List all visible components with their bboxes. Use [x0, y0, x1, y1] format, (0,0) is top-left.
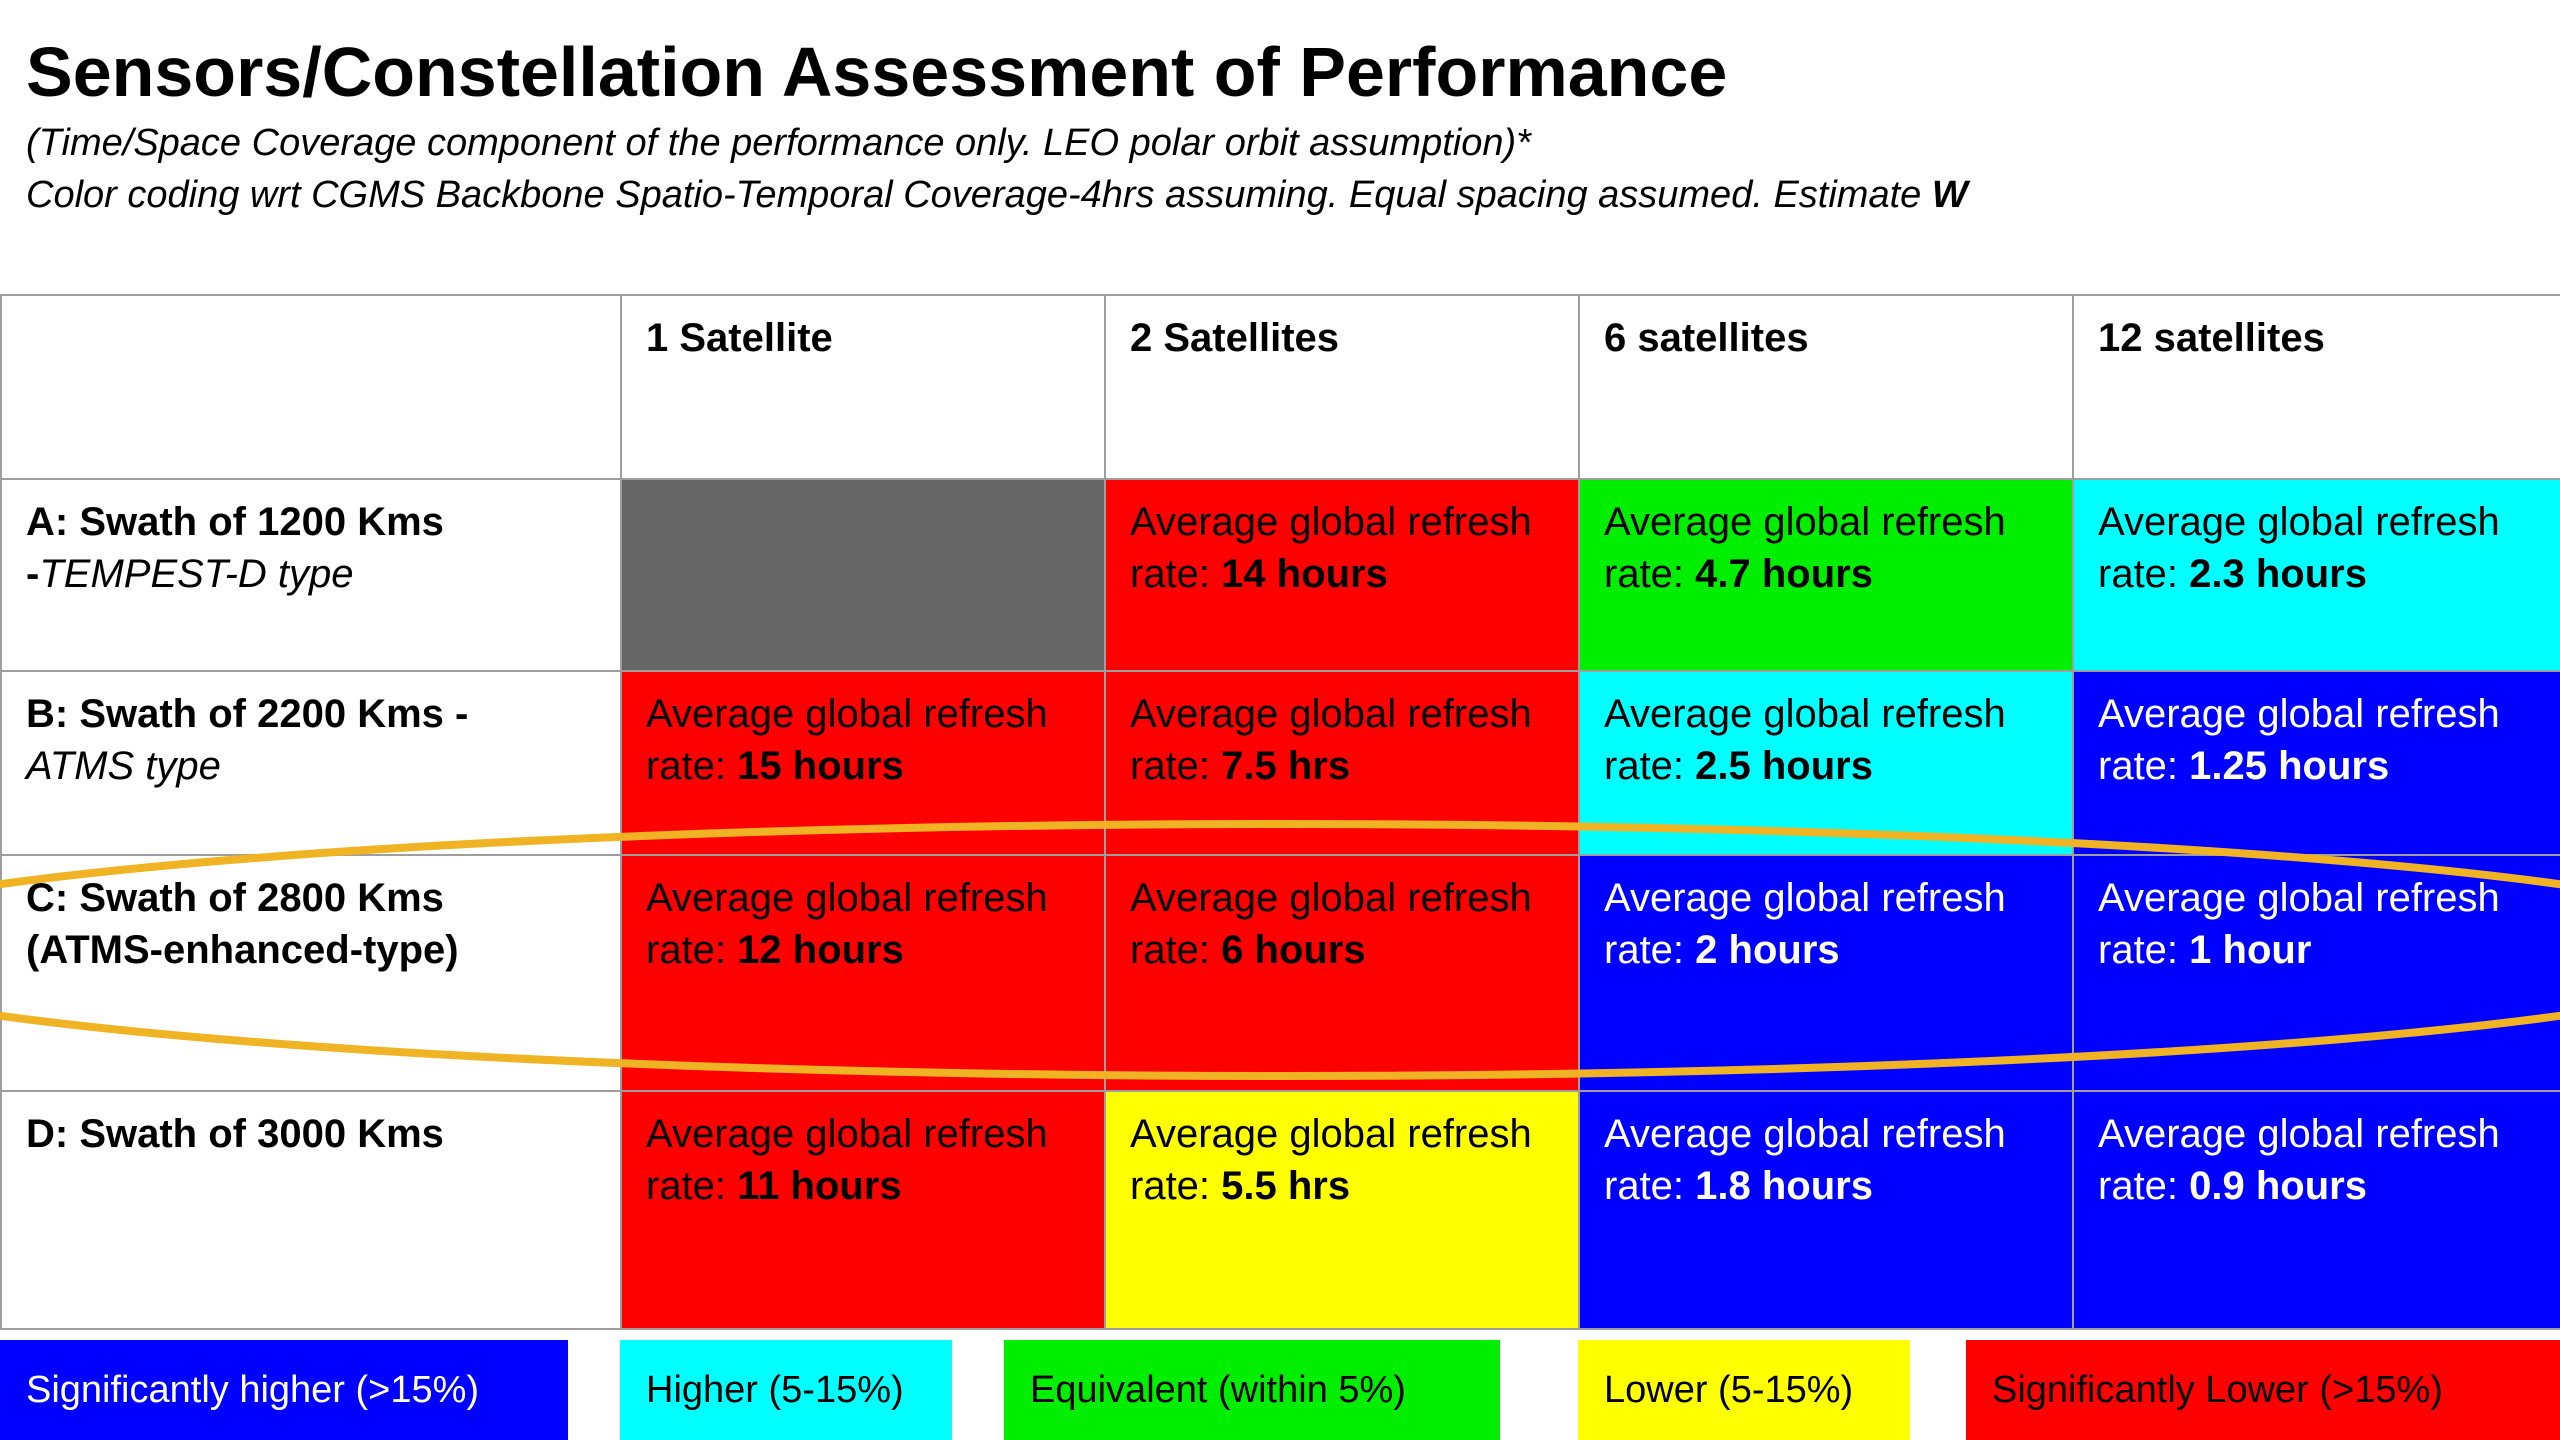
row-label-line2-bold: (ATMS-enhanced-type): [26, 928, 459, 972]
cell-value: 11 hours: [737, 1164, 902, 1208]
performance-table: 1 Satellite 2 Satellites 6 satellites 12…: [0, 294, 2560, 1330]
row-label: B: Swath of 2200 Kms -: [26, 692, 469, 736]
cell-prefix: Average global refresh rate:: [1604, 500, 2006, 596]
data-cell: Average global refresh rate: 15 hours: [620, 670, 1106, 856]
row-label-line2-italic: ATMS type: [26, 744, 221, 788]
cell-value: 2.5 hours: [1695, 744, 1873, 788]
subtitle-line-2: Color coding wrt CGMS Backbone Spatio-Te…: [26, 170, 1968, 220]
data-cell: Average global refresh rate: 1 hour: [2072, 854, 2560, 1092]
cell-prefix: Average global refresh rate:: [646, 1112, 1048, 1208]
data-cell: Average global refresh rate: 1.25 hours: [2072, 670, 2560, 856]
cell-value: 2.3 hours: [2189, 552, 2367, 596]
cell-prefix: Average global refresh rate:: [1604, 692, 2006, 788]
subtitle-line-2-bold: W: [1931, 174, 1968, 216]
legend-lower: Lower (5-15%): [1578, 1340, 1910, 1440]
row-label-line2-italic: TEMPEST-D type: [39, 552, 354, 596]
table-row: D: Swath of 3000 Kms Average global refr…: [0, 1090, 2560, 1330]
cell-value: 1 hour: [2189, 928, 2312, 972]
column-header-label: 2 Satellites: [1130, 316, 1340, 360]
subtitle-line-1: (Time/Space Coverage component of the pe…: [26, 122, 1531, 164]
data-cell: Average global refresh rate: 7.5 hrs: [1104, 670, 1580, 856]
data-cell: Average global refresh rate: 2.3 hours: [2072, 478, 2560, 672]
data-cell: Average global refresh rate: 1.8 hours: [1578, 1090, 2074, 1330]
page-title: Sensors/Constellation Assessment of Perf…: [26, 33, 1728, 111]
data-cell: Average global refresh rate: 2.5 hours: [1578, 670, 2074, 856]
header-corner-cell: [0, 294, 622, 480]
cell-value: 4.7 hours: [1695, 552, 1873, 596]
table-row: B: Swath of 2200 Kms - ATMS type Average …: [0, 670, 2560, 856]
column-header-label: 1 Satellite: [646, 316, 833, 360]
data-cell: Average global refresh rate: 14 hours: [1104, 478, 1580, 672]
cell-prefix: Average global refresh rate:: [1604, 1112, 2006, 1208]
cell-prefix: Average global refresh rate:: [2098, 1112, 2500, 1208]
row-label-cell: C: Swath of 2800 Kms (ATMS-enhanced-type): [0, 854, 622, 1092]
data-cell: Average global refresh rate: 6 hours: [1104, 854, 1580, 1092]
legend-equivalent: Equivalent (within 5%): [1004, 1340, 1500, 1440]
row-label-line2-bold: -: [26, 552, 40, 596]
legend-higher: Higher (5-15%): [620, 1340, 952, 1440]
data-cell: Average global refresh rate: 0.9 hours: [2072, 1090, 2560, 1330]
cell-value: 7.5 hrs: [1221, 744, 1351, 788]
subtitle-line-2-text: Color coding wrt CGMS Backbone Spatio-Te…: [26, 174, 1932, 216]
cell-prefix: Average global refresh rate:: [1130, 500, 1532, 596]
cell-value: 0.9 hours: [2189, 1164, 2367, 1208]
data-cell: Average global refresh rate: 5.5 hrs: [1104, 1090, 1580, 1330]
cell-prefix: Average global refresh rate:: [1130, 692, 1532, 788]
column-header: 2 Satellites: [1104, 294, 1580, 480]
cell-prefix: Average global refresh rate:: [2098, 692, 2500, 788]
cell-value: 2 hours: [1695, 928, 1840, 972]
cell-value: 1.8 hours: [1695, 1164, 1873, 1208]
data-cell: Average global refresh rate: 12 hours: [620, 854, 1106, 1092]
cell-prefix: Average global refresh rate:: [1130, 1112, 1532, 1208]
data-cell: [620, 478, 1106, 672]
row-label: C: Swath of 2800 Kms: [26, 876, 444, 920]
table-row: A: Swath of 1200 Kms -TEMPEST-D type Aver…: [0, 478, 2560, 672]
row-label: D: Swath of 3000 Kms: [26, 1112, 444, 1156]
cell-value: 5.5 hrs: [1221, 1164, 1351, 1208]
legend-significantly-lower: Significantly Lower (>15%): [1966, 1340, 2560, 1440]
cell-value: 15 hours: [737, 744, 904, 788]
cell-value: [622, 480, 1104, 506]
cell-value: 12 hours: [737, 928, 904, 972]
cell-prefix: Average global refresh rate:: [646, 692, 1048, 788]
column-header: 12 satellites: [2072, 294, 2560, 480]
cell-prefix: Average global refresh rate:: [2098, 500, 2500, 596]
cell-value: 14 hours: [1221, 552, 1388, 596]
data-cell: Average global refresh rate: 11 hours: [620, 1090, 1106, 1330]
column-header: 1 Satellite: [620, 294, 1106, 480]
column-header: 6 satellites: [1578, 294, 2074, 480]
row-label: A: Swath of 1200 Kms: [26, 500, 444, 544]
column-header-label: 6 satellites: [1604, 316, 1809, 360]
column-header-label: 12 satellites: [2098, 316, 2325, 360]
table-row: C: Swath of 2800 Kms (ATMS-enhanced-type)…: [0, 854, 2560, 1092]
data-cell: Average global refresh rate: 2 hours: [1578, 854, 2074, 1092]
cell-value: 1.25 hours: [2189, 744, 2390, 788]
table-header-row: 1 Satellite 2 Satellites 6 satellites 12…: [0, 294, 2560, 480]
row-label-cell: A: Swath of 1200 Kms -TEMPEST-D type: [0, 478, 622, 672]
legend-significantly-higher: Significantly higher (>15%): [0, 1340, 568, 1440]
row-label-cell: B: Swath of 2200 Kms - ATMS type: [0, 670, 622, 856]
row-label-cell: D: Swath of 3000 Kms: [0, 1090, 622, 1330]
data-cell: Average global refresh rate: 4.7 hours: [1578, 478, 2074, 672]
cell-value: 6 hours: [1221, 928, 1366, 972]
